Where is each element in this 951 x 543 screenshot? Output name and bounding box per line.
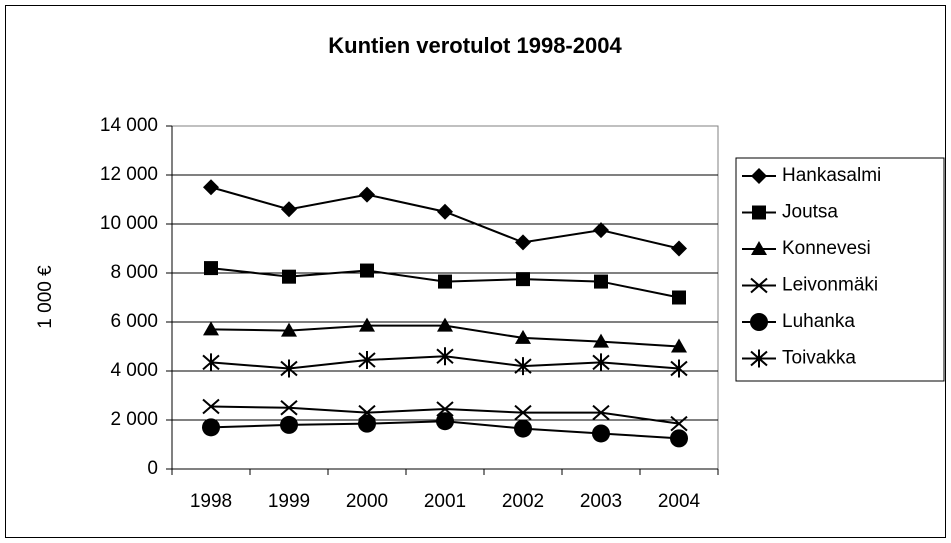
marker	[671, 338, 687, 353]
marker	[594, 274, 608, 289]
marker	[516, 272, 530, 287]
y-tick-label: 12 000	[100, 164, 158, 185]
x-tick-label: 2004	[658, 491, 701, 512]
x-tick-label: 1998	[190, 491, 232, 512]
marker	[751, 241, 767, 255]
marker	[670, 429, 688, 448]
marker	[202, 418, 220, 437]
marker	[280, 399, 298, 416]
marker	[281, 201, 297, 218]
x-tick-label: 1999	[268, 491, 310, 512]
x-tick-label: 2001	[424, 491, 466, 512]
y-tick-label: 14 000	[100, 115, 158, 136]
marker	[750, 349, 768, 368]
marker	[670, 415, 688, 432]
marker	[750, 277, 768, 294]
marker	[436, 412, 454, 431]
marker	[437, 317, 453, 332]
marker	[360, 263, 374, 278]
y-axis-title: 1 000 €	[35, 265, 56, 329]
y-tick-label: 4 000	[110, 360, 158, 381]
y-tick-label: 10 000	[100, 213, 158, 234]
plot-area	[171, 125, 719, 470]
x-tick-label: 2003	[580, 491, 622, 512]
marker	[750, 313, 768, 331]
marker	[592, 353, 610, 372]
legend-label: Leivonmäki	[782, 275, 878, 296]
marker	[281, 322, 297, 337]
y-tick-label: 8 000	[110, 262, 158, 283]
marker	[592, 424, 610, 443]
marker	[670, 359, 688, 378]
marker	[204, 261, 218, 276]
y-tick-label: 6 000	[110, 311, 158, 332]
marker	[436, 347, 454, 366]
marker	[672, 290, 686, 305]
marker	[280, 415, 298, 434]
marker	[438, 274, 452, 289]
legend-label: Luhanka	[782, 311, 855, 332]
marker	[593, 333, 609, 348]
marker	[515, 234, 531, 251]
marker	[203, 321, 219, 336]
legend-label: Hankasalmi	[782, 165, 881, 186]
y-tick-label: 0	[147, 458, 158, 479]
marker	[280, 359, 298, 378]
marker	[751, 168, 767, 184]
marker	[671, 240, 687, 257]
legend-label: Toivakka	[782, 348, 856, 369]
marker	[514, 404, 532, 421]
marker	[436, 401, 454, 417]
marker	[514, 357, 532, 376]
marker	[202, 398, 220, 415]
marker	[514, 419, 532, 438]
marker	[592, 404, 610, 421]
marker	[203, 179, 219, 196]
marker	[358, 350, 376, 369]
legend-box	[735, 157, 945, 382]
marker	[515, 329, 531, 344]
legend-label: Joutsa	[782, 202, 838, 223]
y-tick-label: 2 000	[110, 409, 158, 430]
marker	[202, 353, 220, 372]
chart-title: Kuntien verotulot 1998-2004	[328, 33, 622, 58]
marker	[359, 317, 375, 332]
marker	[358, 414, 376, 433]
marker	[282, 269, 296, 284]
marker	[359, 186, 375, 203]
marker	[752, 205, 766, 220]
marker	[437, 203, 453, 220]
marker	[593, 222, 609, 239]
legend-label: Konnevesi	[782, 238, 871, 259]
x-tick-label: 2002	[502, 491, 544, 512]
x-tick-label: 2000	[346, 491, 388, 512]
